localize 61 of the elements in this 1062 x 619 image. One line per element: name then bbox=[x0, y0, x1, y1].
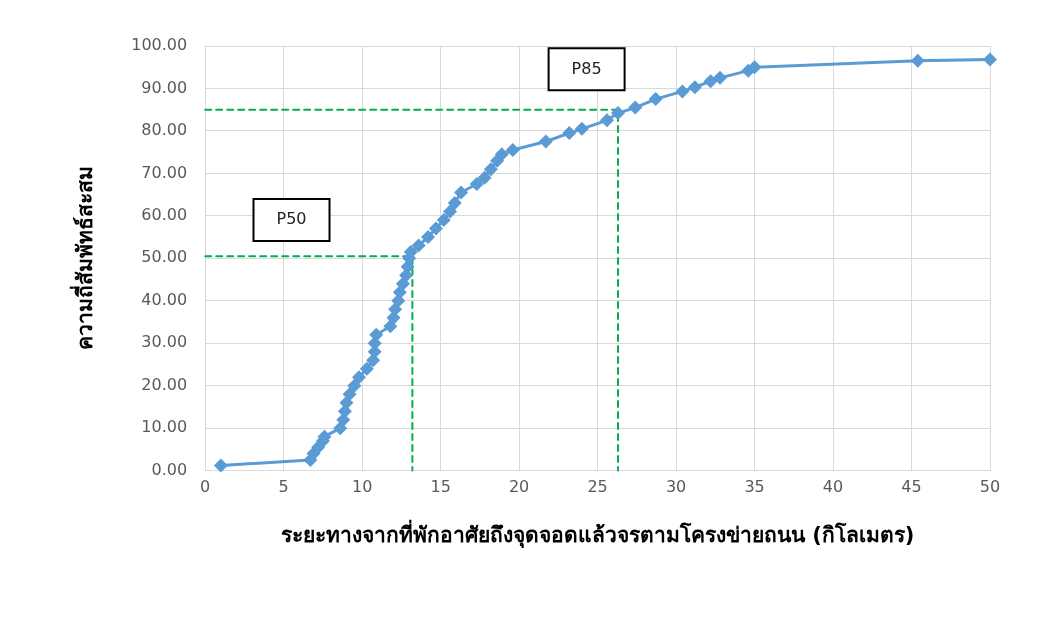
y-tick-label: 80.00 bbox=[141, 120, 188, 140]
y-tick-label: 90.00 bbox=[141, 77, 188, 97]
point bbox=[436, 213, 451, 228]
y-tick-label: 30.00 bbox=[141, 332, 188, 352]
point bbox=[574, 121, 589, 136]
point bbox=[347, 378, 362, 393]
point bbox=[483, 162, 498, 177]
annotation: P85 bbox=[571, 58, 602, 78]
point bbox=[352, 370, 367, 385]
y-tick-label: 20.00 bbox=[141, 374, 188, 394]
point bbox=[469, 177, 484, 191]
point bbox=[392, 285, 407, 300]
point bbox=[447, 196, 462, 211]
point bbox=[477, 170, 492, 185]
point bbox=[359, 361, 374, 376]
point bbox=[747, 60, 762, 75]
point bbox=[538, 134, 553, 149]
x-tick-label: 25 bbox=[587, 477, 608, 497]
x-tick-label: 45 bbox=[901, 477, 922, 497]
x-tick-label: 30 bbox=[665, 477, 687, 497]
point bbox=[443, 204, 458, 219]
point bbox=[983, 52, 997, 67]
x-tick-label: 10 bbox=[351, 477, 373, 497]
x-tick-label: 5 bbox=[278, 477, 289, 497]
point bbox=[703, 74, 718, 89]
point bbox=[611, 106, 625, 121]
x-tick-label: 35 bbox=[744, 477, 765, 497]
y-axis-title: ความถี่สัมพัทธ์สะสม bbox=[69, 166, 98, 351]
point bbox=[388, 302, 403, 317]
point bbox=[213, 458, 228, 473]
x-tick-label: 40 bbox=[822, 477, 844, 497]
x-tick-label: 20 bbox=[508, 477, 530, 497]
point bbox=[713, 70, 728, 85]
x-tick-label: 50 bbox=[979, 477, 1001, 497]
y-tick-label: 70.00 bbox=[141, 162, 188, 182]
point bbox=[339, 395, 354, 410]
point bbox=[421, 230, 436, 245]
y-tick-label: 50.00 bbox=[141, 247, 188, 267]
point bbox=[411, 238, 426, 253]
point bbox=[687, 80, 702, 95]
x-axis-title: ระยะทางจากที่พักอาศัยถึงจุดจอดแล้วจรตามโครงข่ายถนน (กิโลเมตร) bbox=[280, 518, 915, 549]
point bbox=[505, 143, 520, 158]
point bbox=[494, 147, 509, 162]
point bbox=[910, 53, 925, 68]
y-tick-label: 60.00 bbox=[141, 205, 188, 224]
point bbox=[369, 327, 384, 342]
y-tick-label: 0.00 bbox=[151, 459, 188, 479]
point bbox=[675, 84, 690, 99]
point bbox=[600, 113, 615, 128]
y-tick-label: 100.00 bbox=[131, 35, 188, 55]
annotation: P50 bbox=[276, 209, 307, 229]
point bbox=[454, 185, 469, 200]
y-tick-label: 40.00 bbox=[141, 289, 188, 309]
point bbox=[562, 126, 577, 141]
x-tick-label: 0 bbox=[200, 477, 211, 497]
y-tick-label: 10.00 bbox=[141, 417, 188, 437]
point bbox=[648, 92, 663, 107]
point bbox=[428, 221, 443, 236]
x-tick-label: 15 bbox=[430, 477, 451, 497]
point bbox=[342, 387, 357, 402]
point bbox=[628, 100, 643, 115]
